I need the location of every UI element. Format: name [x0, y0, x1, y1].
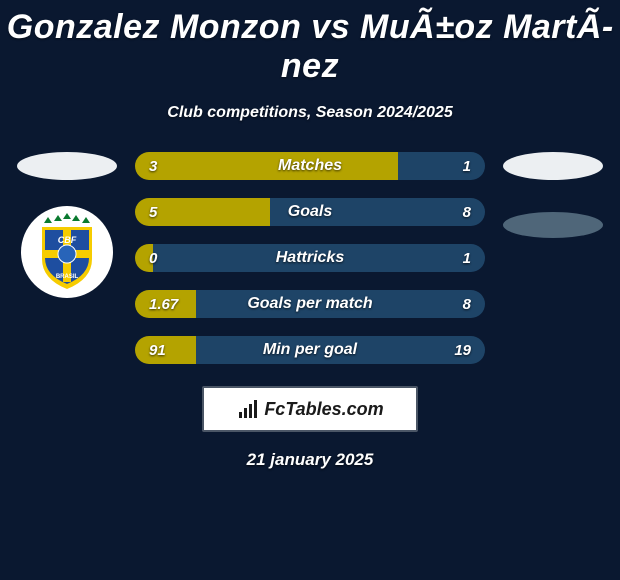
comparison-section: CBF BRASIL 31Matches 58Goals 01Hattricks 1.… — [0, 152, 620, 364]
stat-row: 58Goals — [135, 198, 485, 226]
right-player-avatar-oval-2 — [503, 212, 603, 238]
right-player-col — [503, 152, 603, 238]
stat-bar-left — [135, 152, 398, 180]
left-player-avatar-oval — [17, 152, 117, 180]
bar-chart-icon — [236, 397, 260, 421]
stat-bar-left — [135, 244, 153, 272]
stat-row: 01Hattricks — [135, 244, 485, 272]
footer-date: 21 january 2025 — [0, 450, 620, 470]
stat-row: 1.678Goals per match — [135, 290, 485, 318]
stat-bar-right — [196, 336, 485, 364]
stat-bar-left — [135, 336, 196, 364]
site-attribution: FcTables.com — [202, 386, 418, 432]
stat-bar-left — [135, 198, 270, 226]
stat-bar-right — [153, 244, 486, 272]
stat-row: 31Matches — [135, 152, 485, 180]
right-player-avatar-oval-1 — [503, 152, 603, 180]
stat-bar-right — [196, 290, 485, 318]
page-subtitle: Club competitions, Season 2024/2025 — [0, 104, 620, 122]
stat-bars: 31Matches 58Goals 01Hattricks 1.678Goals pe… — [135, 152, 485, 364]
svg-text:BRASIL: BRASIL — [56, 274, 79, 280]
page-title: Gonzalez Monzon vs MuÃ±oz MartÃ­nez — [0, 0, 620, 86]
cbf-brazil-badge-icon: CBF BRASIL — [34, 213, 100, 291]
left-team-badge: CBF BRASIL — [21, 206, 113, 298]
left-player-col: CBF BRASIL — [17, 152, 117, 298]
site-name: FcTables.com — [264, 399, 383, 420]
svg-text:CBF: CBF — [58, 235, 77, 245]
stat-bar-right — [398, 152, 486, 180]
stat-row: 9119Min per goal — [135, 336, 485, 364]
stat-bar-left — [135, 290, 196, 318]
stat-bar-right — [270, 198, 485, 226]
